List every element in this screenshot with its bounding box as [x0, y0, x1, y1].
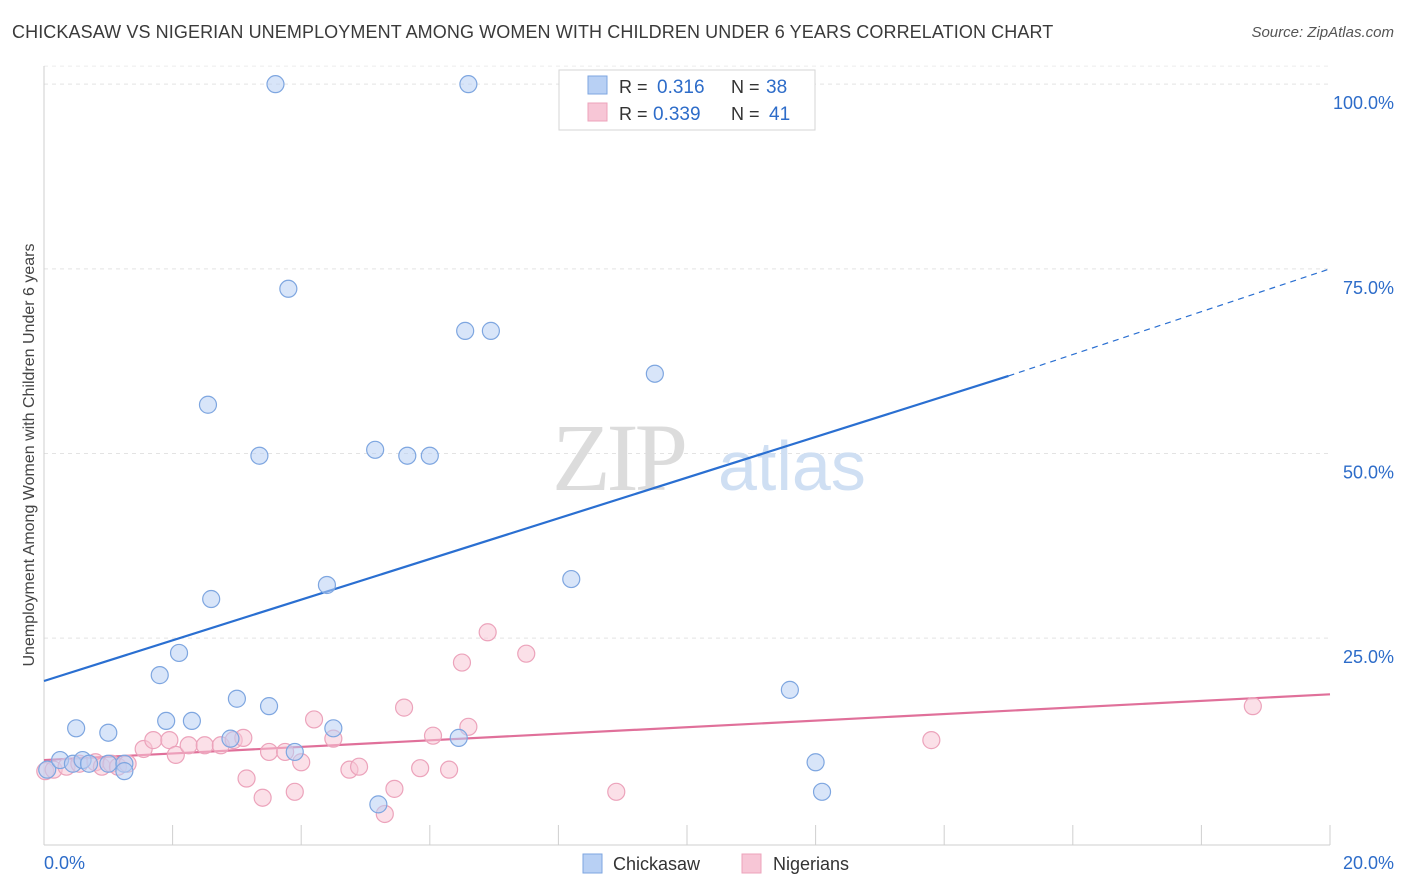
chickasaw-trend-extension: [1008, 268, 1331, 377]
chart-title: CHICKASAW VS NIGERIAN UNEMPLOYMENT AMONG…: [12, 22, 1054, 42]
chickasaw-point-26: [420, 446, 439, 465]
chickasaw-point-20: [317, 575, 337, 595]
chickasaw-point-25: [398, 446, 417, 465]
y-tick-label-3: 25.0%: [1343, 647, 1394, 667]
nigerians-point-24: [304, 710, 324, 729]
y-tick-label-1: 75.0%: [1343, 278, 1394, 298]
nigerians-point-28: [385, 779, 404, 798]
nigerians-point-10: [144, 731, 163, 750]
chickasaw-point-23: [279, 279, 298, 298]
chickasaw-point-22: [250, 446, 269, 465]
chickasaw-point-31: [266, 75, 285, 94]
chickasaw-point-11: [182, 711, 201, 731]
x-tick-label-min: 0.0%: [44, 853, 85, 873]
y-tick-label-2: 50.0%: [1343, 463, 1394, 483]
chickasaw-point-15: [227, 689, 246, 708]
chickasaw-point-8: [115, 762, 134, 781]
nigerians-point-13: [179, 736, 198, 755]
nigerians-point-37: [517, 644, 536, 663]
watermark-atlas: atlas: [718, 427, 866, 505]
stats-n-label-chickasaw: N =: [731, 77, 760, 97]
chickasaw-point-35: [806, 753, 825, 772]
chickasaw-point-5: [67, 719, 86, 738]
nigerians-point-34: [452, 653, 472, 672]
chickasaw-point-34: [780, 680, 799, 699]
nigerians-point-36: [478, 623, 497, 642]
series-legend: Chickasaw Nigerians: [582, 853, 849, 874]
chickasaw-point-16: [221, 729, 240, 748]
chickasaw-point-17: [259, 697, 279, 716]
stats-n-value-chickasaw: 38: [766, 77, 787, 98]
chickasaw-point-10: [157, 711, 176, 731]
nigerians-point-14: [195, 736, 214, 755]
chickasaw-point-30: [562, 569, 581, 589]
stats-r-label-chickasaw: R =: [619, 77, 648, 97]
stats-r-label-nigerians: R =: [619, 104, 648, 124]
stats-r-value-chickasaw: 0.316: [657, 77, 705, 98]
chickasaw-point-6: [99, 754, 118, 773]
y-tick-labels: 100.0% 75.0% 50.0% 25.0%: [1333, 93, 1394, 667]
x-tick-labels: 0.0% 20.0%: [44, 853, 1394, 873]
chickasaw-trend-line: [43, 374, 1009, 683]
nigerians-point-19: [253, 788, 272, 807]
chickasaw-point-27: [456, 321, 475, 340]
stats-n-label-nigerians: N =: [731, 104, 760, 124]
nigerians-point-38: [607, 782, 626, 801]
chickasaw-point-14: [202, 589, 221, 609]
nigerians-point-20: [259, 742, 279, 762]
series-chickasaw-points: [38, 75, 832, 814]
chickasaw-point-19: [324, 719, 343, 738]
nigerians-point-27: [349, 757, 369, 776]
nigerians-point-39: [922, 731, 941, 750]
nigerians-point-40: [1243, 697, 1262, 716]
x-tick-label-max: 20.0%: [1343, 853, 1394, 873]
stats-legend-nigerians-swatch: [587, 102, 608, 122]
chickasaw-point-28: [481, 321, 500, 340]
watermark: ZIP atlas: [552, 404, 866, 511]
stats-r-value-nigerians: 0.339: [653, 104, 701, 125]
series-nigerians-points: [36, 623, 1262, 824]
trend-lines: [43, 268, 1331, 762]
chickasaw-point-13: [169, 643, 189, 663]
nigerians-trend-line: [43, 693, 1331, 762]
legend-chickasaw-label: Chickasaw: [613, 854, 701, 874]
chickasaw-point-12: [150, 666, 169, 685]
axes: [43, 66, 1331, 846]
legend-nigerians-label: Nigerians: [773, 854, 849, 874]
chickasaw-point-4: [79, 754, 99, 773]
grid-lines: [44, 65, 1330, 639]
nigerians-point-22: [285, 782, 304, 801]
source-credit: Source: ZipAtlas.com: [1251, 24, 1394, 41]
chickasaw-point-36: [812, 782, 832, 801]
watermark-zip: ZIP: [552, 404, 685, 511]
chickasaw-point-18: [285, 742, 304, 762]
stats-legend-chickasaw-swatch: [587, 75, 608, 95]
y-tick-label-0: 100.0%: [1333, 93, 1394, 113]
chickasaw-point-24: [366, 440, 385, 459]
nigerians-point-29: [394, 698, 414, 717]
chickasaw-point-21: [198, 395, 218, 414]
chickasaw-point-0: [38, 760, 57, 779]
legend-nigerians-swatch: [741, 853, 762, 874]
nigerians-point-32: [423, 726, 443, 745]
stats-n-value-nigerians: 41: [769, 104, 790, 125]
chickasaw-point-33: [369, 795, 388, 814]
chickasaw-point-37: [449, 728, 468, 747]
nigerians-point-18: [237, 769, 256, 788]
legend-chickasaw-swatch: [582, 853, 603, 874]
nigerians-point-12: [166, 745, 185, 764]
nigerians-point-31: [411, 759, 430, 778]
chickasaw-point-9: [99, 723, 118, 742]
nigerians-point-33: [439, 760, 459, 779]
chickasaw-point-29: [645, 364, 664, 383]
stats-legend: R = 0.316 N = 38 R = 0.339 N = 41: [558, 69, 816, 131]
chickasaw-point-32: [459, 75, 478, 94]
